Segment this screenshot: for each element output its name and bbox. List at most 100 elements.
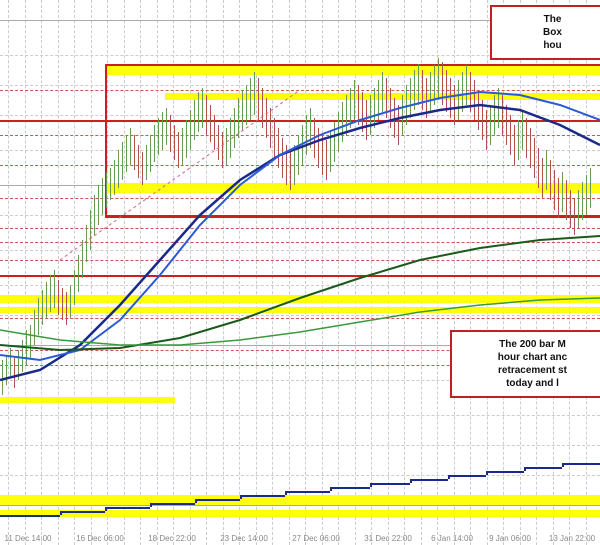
candle [302,125,303,165]
candle [446,70,447,112]
candle [326,140,327,180]
step-line-seg [330,487,332,491]
step-line-seg [330,487,370,489]
candle [510,115,511,155]
candle [386,78,387,118]
candle [586,175,587,215]
annotation-line: The 200 bar M [460,338,600,351]
candle [238,98,239,138]
annotation-line: today and l [460,377,600,390]
step-line-seg [0,515,60,517]
candle [214,115,215,150]
candle [382,72,383,112]
step-line-seg [410,479,448,481]
annotation-box[interactable]: The 200 bar Mhour chart ancretracement s… [450,330,600,398]
candle [578,190,579,228]
candle [514,125,515,165]
grid-h [0,505,600,506]
candle [142,152,143,185]
candle [498,88,499,128]
candle [34,310,35,345]
candle [106,172,107,208]
candle [570,190,571,228]
x-axis-label: 6 Jan 14:00 [431,534,473,543]
candle [318,128,319,168]
candle [94,195,95,235]
grid-h [0,250,600,251]
grid-v [25,0,26,545]
annotation-line: retracement st [460,364,600,377]
candle [126,135,127,172]
candle [110,168,111,200]
candle [246,85,247,125]
candle [22,340,23,372]
candle [174,125,175,160]
step-line-seg [486,471,488,475]
candle [198,92,199,132]
step-line-seg [524,467,526,471]
candle [314,118,315,158]
x-axis-label: 16 Dec 06:00 [76,534,124,543]
candle [58,280,59,315]
candle [438,58,439,100]
candle [122,142,123,180]
candle [470,72,471,112]
candle [310,108,311,148]
candle [90,210,91,250]
candle [494,95,495,135]
candle [202,88,203,128]
candle [262,88,263,128]
grid-v [91,0,92,545]
candle [278,128,279,168]
step-line-seg [486,471,524,473]
x-axis-label: 9 Jan 06:00 [489,534,531,543]
candle [194,100,195,140]
candle [406,85,407,125]
candle [338,112,339,152]
candle [322,135,323,175]
step-line-seg [150,503,152,507]
candle [422,70,423,110]
candle [334,122,335,162]
step-line-seg [195,499,240,501]
candle [502,95,503,135]
candle [538,148,539,188]
candle [218,125,219,160]
candle [38,298,39,335]
price-chart[interactable]: 11 Dec 14:0016 Dec 06:0018 Dec 22:0023 D… [0,0,600,545]
candle [70,285,71,318]
candle [10,348,11,378]
candle [530,128,531,168]
grid-v [41,0,42,545]
annotation-line: The [500,13,600,26]
candle [26,330,27,365]
candle [14,358,15,388]
candle [506,105,507,145]
x-axis-label: 27 Dec 06:00 [292,534,340,543]
candle [402,95,403,135]
candle [6,355,7,385]
candle [178,132,179,168]
candle [206,95,207,135]
annotation-box[interactable]: TheBoxhou [490,5,600,60]
candle [270,108,271,148]
candle [466,65,467,105]
candle [234,108,235,148]
candle [354,80,355,120]
candle [254,72,255,115]
candle [378,80,379,120]
x-axis-label: 11 Dec 14:00 [5,534,52,543]
candle [50,275,51,312]
candle [162,112,163,150]
candle [362,92,363,132]
candle [98,185,99,225]
candle [346,95,347,135]
candle [78,255,79,292]
candle [166,108,167,145]
step-line-seg [105,507,107,511]
level-line-dashed [0,260,600,261]
candle [18,350,19,380]
grid-h [0,315,600,316]
candle [2,360,3,395]
candle [266,98,267,138]
